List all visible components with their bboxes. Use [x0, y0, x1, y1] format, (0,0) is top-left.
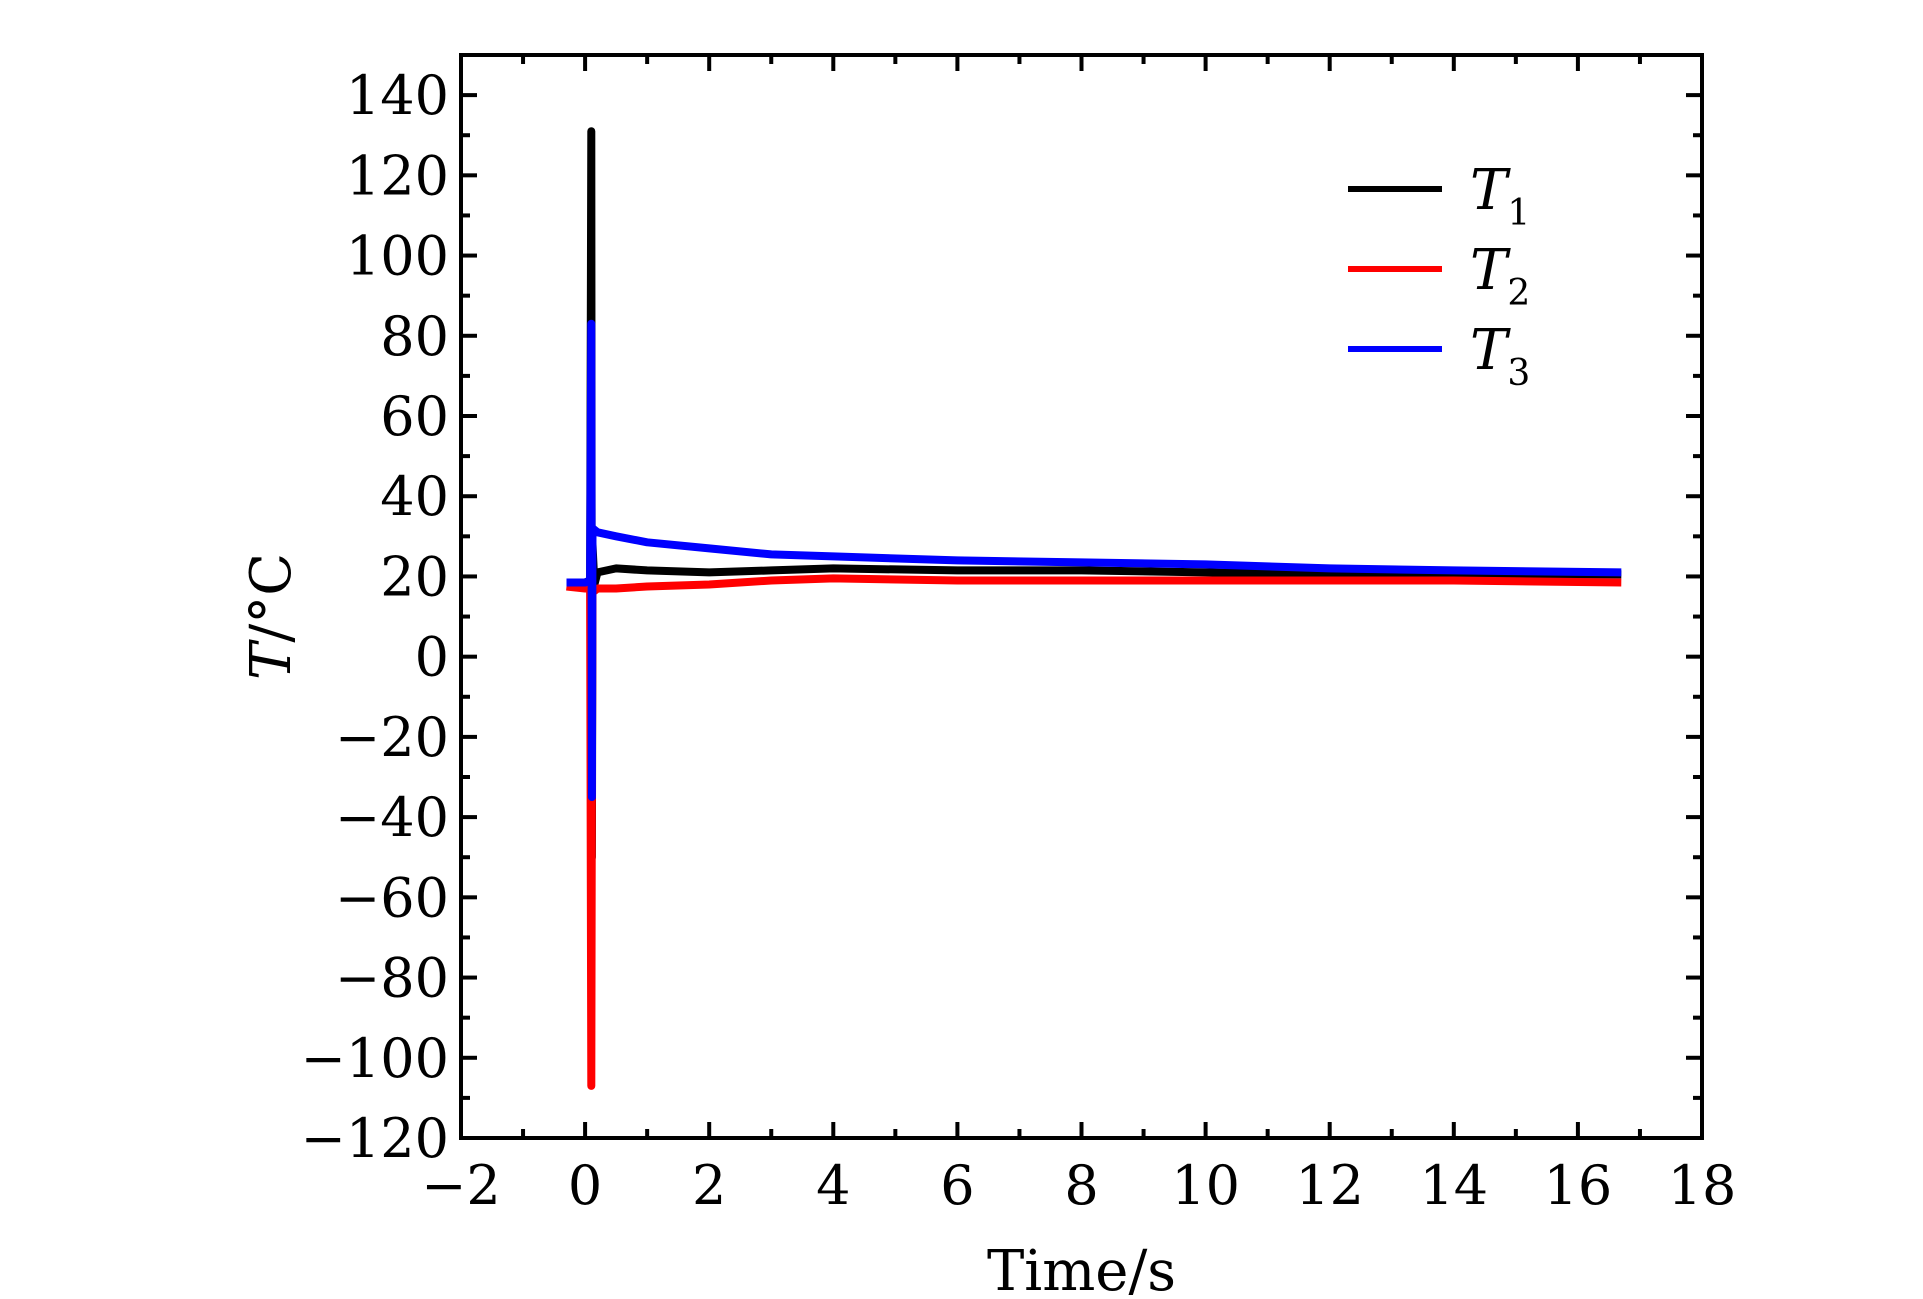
legend-label-subscript: 2 — [1507, 273, 1530, 314]
x-tick-label: 0 — [568, 1154, 602, 1217]
legend-label-subscript: 1 — [1507, 193, 1530, 234]
legend-label-symbol: T — [1470, 318, 1511, 383]
legend-label-3: T3 — [1470, 318, 1530, 394]
y-axis-title: T/°C — [239, 553, 304, 680]
series-layer — [566, 127, 1622, 1090]
x-tick-label: 14 — [1419, 1154, 1488, 1217]
y-tick-label: 20 — [380, 545, 449, 608]
y-tick-label: 140 — [346, 64, 449, 127]
y-axis-title-symbol: T — [239, 639, 304, 680]
y-tick-label: 0 — [415, 626, 449, 689]
y-tick-label: −40 — [335, 786, 449, 849]
series-line-2 — [566, 574, 1622, 1090]
x-tick-label: 8 — [1064, 1154, 1098, 1217]
y-axis-title-unit: /°C — [239, 553, 304, 643]
legend-label-subscript: 3 — [1507, 353, 1530, 394]
x-tick-label: 6 — [940, 1154, 974, 1217]
y-tick-label: 40 — [380, 465, 449, 528]
x-tick-label: 12 — [1295, 1154, 1364, 1217]
y-tick-label: 60 — [380, 385, 449, 448]
legend-label-2: T2 — [1470, 238, 1530, 314]
x-tick-label: −2 — [421, 1154, 501, 1217]
legend-label-symbol: T — [1470, 158, 1511, 223]
y-tick-label: −100 — [301, 1027, 449, 1090]
label-layer: −2 0 2 4 6 8 10 12 14 16 18−120−100−80−60−40−20020… — [301, 64, 1737, 1217]
legend-label-1: T1 — [1470, 158, 1530, 234]
y-tick-label: 80 — [380, 305, 449, 368]
x-tick-label: 4 — [816, 1154, 850, 1217]
x-axis-title: Time/s — [987, 1239, 1176, 1299]
y-tick-label: −60 — [335, 866, 449, 929]
legend-label-symbol: T — [1470, 238, 1511, 303]
y-tick-label: 100 — [346, 225, 449, 288]
y-tick-label: 120 — [346, 144, 449, 207]
x-tick-label: 2 — [692, 1154, 726, 1217]
axes-layer — [459, 53, 1704, 1140]
y-tick-label: −80 — [335, 947, 449, 1010]
y-tick-label: −120 — [301, 1107, 449, 1170]
series-line-1 — [566, 127, 1622, 862]
x-tick-label: 16 — [1544, 1154, 1613, 1217]
x-tick-label: 18 — [1668, 1154, 1737, 1217]
series-line-3 — [566, 319, 1622, 802]
x-tick-label: 10 — [1171, 1154, 1240, 1217]
y-tick-label: −20 — [335, 706, 449, 769]
